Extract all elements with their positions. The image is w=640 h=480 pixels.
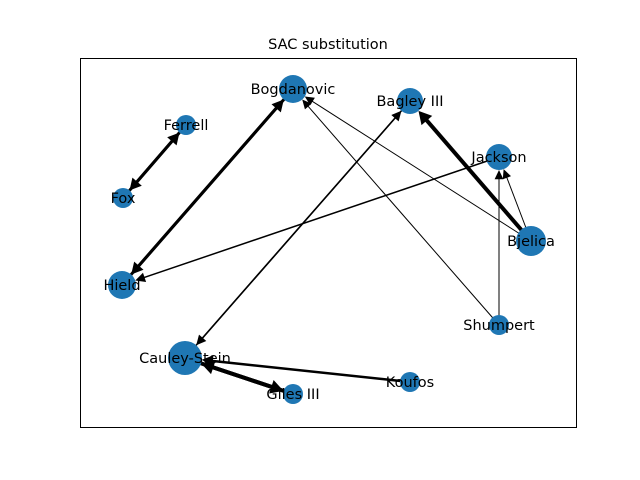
edge-bogdanovic-to-hield xyxy=(131,88,295,275)
node-label-bogdanovic: Bogdanovic xyxy=(251,82,336,98)
node-fox xyxy=(113,188,133,208)
node-label-ferrell: Ferrell xyxy=(164,118,209,134)
node-bagley xyxy=(397,88,423,114)
edge-line xyxy=(211,359,411,384)
edge-shumpert-to-jackson xyxy=(494,170,504,325)
figure-title: SAC substitution xyxy=(268,37,388,53)
edge-arrowhead xyxy=(418,110,433,126)
nodes-layer xyxy=(108,75,546,404)
node-label-hield: Hield xyxy=(103,278,140,294)
edge-bjelica-to-bogdanovic xyxy=(304,96,532,242)
node-bjelica xyxy=(516,226,546,256)
node-giles xyxy=(283,384,303,404)
edge-arrowhead xyxy=(302,99,312,110)
edge-arrowhead xyxy=(135,272,147,282)
node-label-bagley: Bagley III xyxy=(376,94,443,110)
edge-line xyxy=(135,124,188,184)
edge-line xyxy=(143,156,500,279)
edge-arrowhead xyxy=(129,177,142,191)
node-bogdanovic xyxy=(279,75,307,103)
node-label-cauley: Cauley-Stein xyxy=(139,351,231,367)
edge-arrowhead xyxy=(196,334,207,346)
node-hield xyxy=(108,271,136,299)
edge-line xyxy=(137,88,295,268)
edge-shumpert-to-bogdanovic xyxy=(302,99,500,326)
node-label-bjelica: Bjelica xyxy=(507,234,555,250)
edge-line xyxy=(201,100,411,340)
plot-frame xyxy=(80,58,577,428)
node-label-koufos: Koufos xyxy=(386,375,434,391)
node-shumpert xyxy=(489,315,509,335)
edge-arrowhead xyxy=(304,96,315,106)
node-koufos xyxy=(400,372,420,392)
edge-jackson-to-hield xyxy=(135,156,500,282)
edge-giles-to-cauley xyxy=(201,360,294,396)
node-ferrell xyxy=(176,115,196,135)
edge-koufos-to-cauley xyxy=(201,355,411,384)
node-label-giles: Giles III xyxy=(266,387,319,403)
node-cauley xyxy=(168,341,202,375)
edge-arrowhead xyxy=(502,169,512,180)
edge-arrowhead xyxy=(131,261,144,275)
edge-bjelica-to-bagley xyxy=(418,110,533,243)
edge-arrowhead xyxy=(494,170,504,180)
edge-line xyxy=(211,365,294,396)
edge-bagley-to-cauley xyxy=(196,100,411,346)
node-label-shumpert: Shumpert xyxy=(463,318,535,334)
labels-layer: Bogdanovic Bagley III Ferrell Jackson Fox Bje… xyxy=(103,82,554,403)
edge-line xyxy=(311,100,532,242)
edge-arrowhead xyxy=(201,360,216,375)
node-label-fox: Fox xyxy=(111,191,136,207)
edge-line xyxy=(307,105,500,326)
edge-ferrell-to-fox xyxy=(129,124,188,191)
edges-layer xyxy=(120,88,533,396)
node-jackson xyxy=(486,144,512,170)
edge-line xyxy=(424,118,533,243)
node-label-jackson: Jackson xyxy=(470,150,526,166)
